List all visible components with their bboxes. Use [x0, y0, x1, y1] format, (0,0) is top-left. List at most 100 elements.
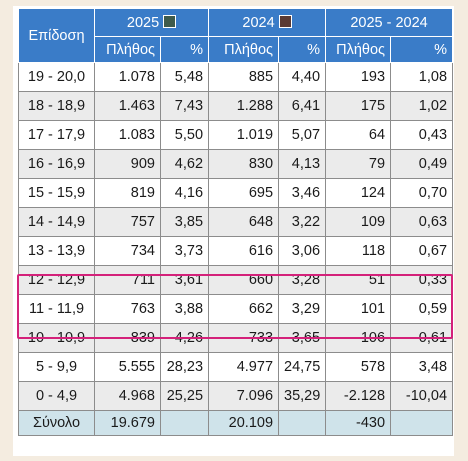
pct-2024-cell: 3,46	[278, 178, 327, 208]
grade-distribution-table: Επίδοση 2025 2024 2025 - 2024 Πλήθος % Π…	[18, 8, 454, 436]
count-2024-cell: 4.977	[208, 352, 280, 382]
count-2025-cell: 1.463	[94, 91, 161, 121]
diff-pct-cell: 0,59	[390, 294, 454, 324]
count-2024-cell: 648	[208, 207, 280, 237]
count-2024-cell: 1.019	[208, 120, 280, 150]
grade-range-cell: 18 - 18,9	[18, 91, 95, 121]
diff-pct-cell: -10,04	[390, 381, 454, 411]
count-2025-cell: 1.083	[94, 120, 161, 150]
count-2024-cell: 1.288	[208, 91, 280, 121]
diff-pct-cell: 3,48	[390, 352, 454, 382]
diff-count-cell: 578	[325, 352, 392, 382]
col-diff-pct: %	[390, 36, 454, 63]
diff-count-cell: 175	[325, 91, 392, 121]
pct-2025-cell: 5,50	[159, 120, 210, 150]
count-2025-cell: 763	[94, 294, 161, 324]
table-row: 17 - 17,9 1.083 5,50 1.019 5,07 64 0,43	[18, 120, 454, 150]
count-2024-cell: 660	[208, 265, 280, 295]
diff-count-cell: 109	[325, 207, 392, 237]
diff-pct-cell: 0,33	[390, 265, 454, 295]
pct-2025-cell: 25,25	[159, 381, 210, 411]
count-2025-cell: 819	[94, 178, 161, 208]
diff-pct-cell: 1,02	[390, 91, 454, 121]
pct-2024-cell: 35,29	[278, 381, 327, 411]
count-2024-cell: 733	[208, 323, 280, 353]
col-diff-count: Πλήθος	[325, 36, 392, 63]
year-2024-color-swatch	[278, 14, 292, 28]
diff-pct-cell: 0,67	[390, 236, 454, 266]
table-row: 12 - 12,9 711 3,61 660 3,28 51 0,33	[18, 265, 454, 295]
total-2024-pct	[278, 410, 327, 436]
table-row: 15 - 15,9 819 4,16 695 3,46 124 0,70	[18, 178, 454, 208]
count-2025-cell: 5.555	[94, 352, 161, 382]
table-row: 18 - 18,9 1.463 7,43 1.288 6,41 175 1,02	[18, 91, 454, 121]
total-diff-count: -430	[325, 410, 392, 436]
col-2024-pct: %	[278, 36, 327, 63]
pct-2024-cell: 3,06	[278, 236, 327, 266]
diff-count-cell: 106	[325, 323, 392, 353]
table-row: 5 - 9,9 5.555 28,23 4.977 24,75 578 3,48	[18, 352, 454, 382]
count-2025-cell: 711	[94, 265, 161, 295]
pct-2025-cell: 4,26	[159, 323, 210, 353]
pct-2024-cell: 5,07	[278, 120, 327, 150]
diff-count-cell: 124	[325, 178, 392, 208]
count-2024-cell: 695	[208, 178, 280, 208]
year-2025-color-swatch	[163, 14, 177, 28]
grade-range-cell: 5 - 9,9	[18, 352, 95, 382]
pct-2025-cell: 3,85	[159, 207, 210, 237]
col-2025-pct: %	[159, 36, 210, 63]
diff-count-cell: 101	[325, 294, 392, 324]
grade-range-cell: 17 - 17,9	[18, 120, 95, 150]
diff-pct-cell: 0,70	[390, 178, 454, 208]
total-label: Σύνολο	[18, 410, 95, 436]
count-2024-cell: 662	[208, 294, 280, 324]
count-2025-cell: 909	[94, 149, 161, 179]
count-2024-cell: 885	[208, 62, 280, 92]
table-row: 19 - 20,0 1.078 5,48 885 4,40 193 1,08	[18, 62, 454, 92]
count-2025-cell: 757	[94, 207, 161, 237]
pct-2025-cell: 4,16	[159, 178, 210, 208]
diff-pct-cell: 0,49	[390, 149, 454, 179]
pct-2025-cell: 3,73	[159, 236, 210, 266]
count-2025-cell: 1.078	[94, 62, 161, 92]
year-2024-header: 2024	[208, 8, 327, 37]
count-2024-cell: 830	[208, 149, 280, 179]
pct-2025-cell: 3,88	[159, 294, 210, 324]
pct-2025-cell: 3,61	[159, 265, 210, 295]
diff-pct-cell: 0,61	[390, 323, 454, 353]
grade-range-cell: 10 - 10,9	[18, 323, 95, 353]
diff-count-cell: 79	[325, 149, 392, 179]
table-row: 16 - 16,9 909 4,62 830 4,13 79 0,49	[18, 149, 454, 179]
pct-2024-cell: 4,40	[278, 62, 327, 92]
total-row: Σύνολο 19.679 20.109 -430	[18, 410, 454, 436]
pct-2025-cell: 28,23	[159, 352, 210, 382]
pct-2024-cell: 24,75	[278, 352, 327, 382]
diff-count-cell: -2.128	[325, 381, 392, 411]
pct-2024-cell: 3,28	[278, 265, 327, 295]
pct-2025-cell: 7,43	[159, 91, 210, 121]
grade-range-cell: 13 - 13,9	[18, 236, 95, 266]
table-row: 11 - 11,9 763 3,88 662 3,29 101 0,59	[18, 294, 454, 324]
grade-range-cell: 12 - 12,9	[18, 265, 95, 295]
count-2025-cell: 4.968	[94, 381, 161, 411]
pct-2024-cell: 3,22	[278, 207, 327, 237]
grade-range-cell: 15 - 15,9	[18, 178, 95, 208]
diff-count-cell: 193	[325, 62, 392, 92]
diff-pct-cell: 0,43	[390, 120, 454, 150]
count-2025-cell: 734	[94, 236, 161, 266]
diff-count-cell: 51	[325, 265, 392, 295]
pct-2025-cell: 5,48	[159, 62, 210, 92]
diff-pct-cell: 1,08	[390, 62, 454, 92]
grade-range-cell: 14 - 14,9	[18, 207, 95, 237]
table-row: 10 - 10,9 839 4,26 733 3,65 106 0,61	[18, 323, 454, 353]
total-2024-count: 20.109	[208, 410, 280, 436]
count-2024-cell: 616	[208, 236, 280, 266]
year-2025-label: 2025	[126, 14, 160, 31]
difference-header: 2025 - 2024	[325, 8, 454, 37]
pct-2024-cell: 3,29	[278, 294, 327, 324]
diff-pct-cell: 0,63	[390, 207, 454, 237]
col-2024-count: Πλήθος	[208, 36, 280, 63]
pct-2024-cell: 4,13	[278, 149, 327, 179]
total-2025-pct	[159, 410, 210, 436]
total-diff-pct	[390, 410, 454, 436]
